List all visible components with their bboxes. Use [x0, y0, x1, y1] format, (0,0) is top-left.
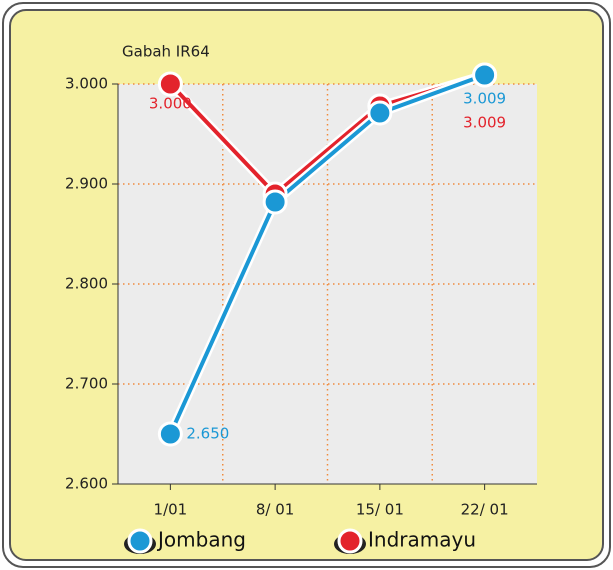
y-tick-label: 2.700 [65, 375, 108, 393]
line [168, 73, 486, 435]
legend-swatch [337, 528, 363, 554]
point [472, 62, 498, 88]
x-tick-label: 15/ 01 [356, 501, 404, 519]
y-tick-label: 3.000 [65, 75, 108, 93]
point [367, 100, 393, 126]
data-label: 3.009 [463, 114, 506, 132]
legend-label: Indramayu [368, 528, 476, 552]
y-tick-label: 2.800 [65, 275, 108, 293]
y-tick-label: 2.600 [65, 475, 108, 493]
legend-swatch [127, 528, 153, 554]
legend-label: Jombang [156, 528, 246, 552]
x-tick-label: 1/01 [154, 501, 188, 519]
y-tick-label: 2.900 [65, 175, 108, 193]
data-label: 2.650 [186, 425, 229, 443]
x-tick-label: 8/ 01 [256, 501, 294, 519]
point [157, 71, 183, 97]
data-label: 3.000 [149, 95, 192, 113]
data-label: 3.009 [463, 90, 506, 108]
point [262, 189, 288, 215]
x-tick-label: 22/ 01 [461, 501, 509, 519]
chart-title: Gabah IR64 [122, 43, 210, 61]
point [157, 421, 183, 447]
